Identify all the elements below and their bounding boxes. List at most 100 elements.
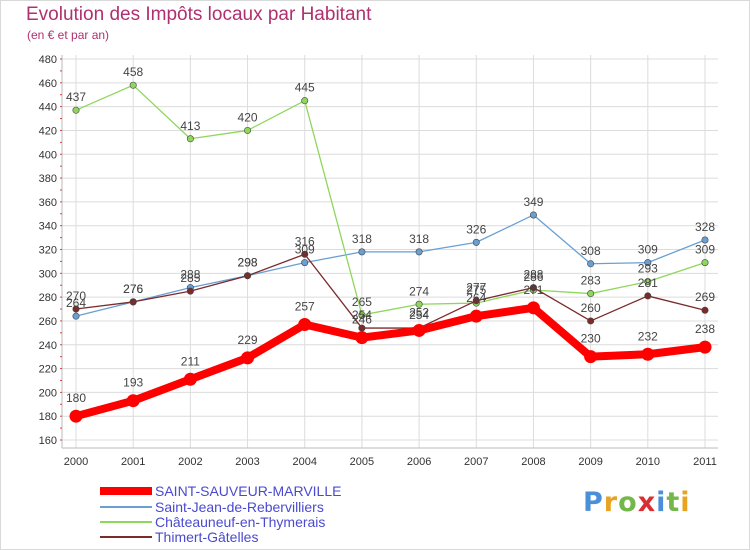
data-point xyxy=(183,372,197,386)
data-point xyxy=(701,259,709,267)
chart-subtitle: (en € et par an) xyxy=(27,28,110,42)
data-point xyxy=(129,298,137,306)
data-point xyxy=(301,250,309,258)
legend-label: Châteauneuf-en-Thymerais xyxy=(155,514,326,530)
data-label: 309 xyxy=(695,243,715,257)
proxiti-logo: Proxiti xyxy=(583,487,691,518)
y-tick-label: 280 xyxy=(39,292,57,304)
data-label: 232 xyxy=(638,329,658,343)
x-tick-label: 2002 xyxy=(178,456,202,468)
data-label: 308 xyxy=(581,244,601,258)
axes: 160 180 200 220 240 260 280 300 320 340 360 380 400 4… xyxy=(39,54,718,468)
y-tick-label: 240 xyxy=(39,340,57,352)
data-point xyxy=(241,351,255,365)
logo-letter: t xyxy=(666,487,681,518)
data-point xyxy=(472,297,480,305)
data-label: 246 xyxy=(352,313,372,327)
grid xyxy=(62,55,718,448)
data-point xyxy=(587,260,595,268)
series-line-0 xyxy=(72,303,709,421)
series-line-3 xyxy=(75,253,706,329)
y-tick-label: 360 xyxy=(39,197,57,209)
data-point xyxy=(244,272,252,280)
data-label: 316 xyxy=(295,234,315,248)
data-point xyxy=(129,81,137,89)
data-label: 293 xyxy=(638,262,658,276)
logo-letter: i xyxy=(680,487,691,518)
legend-swatch xyxy=(100,506,152,508)
legend-swatch xyxy=(100,487,152,495)
data-label: 230 xyxy=(581,332,601,346)
logo-letter: x xyxy=(637,487,657,518)
data-point xyxy=(358,311,366,319)
data-point xyxy=(641,347,655,361)
data-point xyxy=(412,323,426,337)
data-label: 254 xyxy=(352,308,372,322)
data-label: 269 xyxy=(695,290,715,304)
logo-letter: i xyxy=(656,487,667,518)
data-label: 349 xyxy=(523,195,543,209)
data-point xyxy=(72,305,80,313)
data-point xyxy=(698,340,712,354)
y-tick-label: 200 xyxy=(39,387,57,399)
data-point xyxy=(469,309,483,323)
data-label: 318 xyxy=(409,232,429,246)
data-point xyxy=(301,259,309,267)
data-label: 274 xyxy=(409,284,429,298)
data-point xyxy=(644,278,652,286)
legend-label: Thimert-Gâtelles xyxy=(155,529,259,545)
data-point xyxy=(587,317,595,325)
data-label: 281 xyxy=(638,276,658,290)
legend-item-saint-jean-de-rebervilliers: Saint-Jean-de-Rebervilliers xyxy=(100,499,400,515)
data-label: 288 xyxy=(180,268,200,282)
data-label: 458 xyxy=(123,65,143,79)
data-label: 211 xyxy=(181,354,200,368)
x-tick-label: 2009 xyxy=(578,456,602,468)
y-tick-label: 480 xyxy=(39,54,57,66)
data-point xyxy=(69,409,83,423)
data-label: 229 xyxy=(238,333,258,347)
data-point xyxy=(72,106,80,114)
y-tick-label: 440 xyxy=(39,102,57,114)
logo-letter: o xyxy=(618,487,638,518)
data-label: 445 xyxy=(295,81,315,95)
series-line-1 xyxy=(75,214,706,317)
data-label: 275 xyxy=(466,283,486,297)
data-point xyxy=(644,259,652,267)
data-label: 288 xyxy=(523,268,543,282)
data-label: 276 xyxy=(123,282,143,296)
data-label: 252 xyxy=(409,305,429,319)
legend-item-thimert-gatelles: Thimert-Gâtelles xyxy=(100,529,400,545)
data-label: 309 xyxy=(295,243,315,257)
x-tick-label: 2011 xyxy=(693,456,717,468)
y-tick-label: 180 xyxy=(39,411,57,423)
data-label: 264 xyxy=(66,296,86,310)
legend-item-saint-sauveur-marville: SAINT-SAUVEUR-MARVILLE xyxy=(100,483,400,499)
x-tick-label: 2000 xyxy=(64,456,88,468)
data-point xyxy=(644,292,652,300)
data-point xyxy=(526,301,540,315)
data-point xyxy=(355,331,369,345)
y-tick-label: 400 xyxy=(39,149,57,161)
y-tick-label: 160 xyxy=(39,435,57,447)
data-label: 318 xyxy=(352,232,372,246)
y-tick-label: 460 xyxy=(39,78,57,90)
data-label: 271 xyxy=(523,283,543,297)
data-point xyxy=(701,306,709,314)
series-line-2 xyxy=(75,84,706,316)
y-tick-label: 380 xyxy=(39,173,57,185)
data-label: 326 xyxy=(466,222,486,236)
y-tick-label: 420 xyxy=(39,125,57,137)
data-label: 437 xyxy=(66,90,86,104)
x-tick-label: 2006 xyxy=(407,456,431,468)
data-label: 265 xyxy=(352,295,372,309)
data-label: 238 xyxy=(695,322,715,336)
data-label: 283 xyxy=(581,274,601,288)
x-tick-label: 2005 xyxy=(350,456,374,468)
y-tick-label: 340 xyxy=(39,221,57,233)
data-label: 254 xyxy=(409,308,429,322)
data-label: 285 xyxy=(180,271,200,285)
